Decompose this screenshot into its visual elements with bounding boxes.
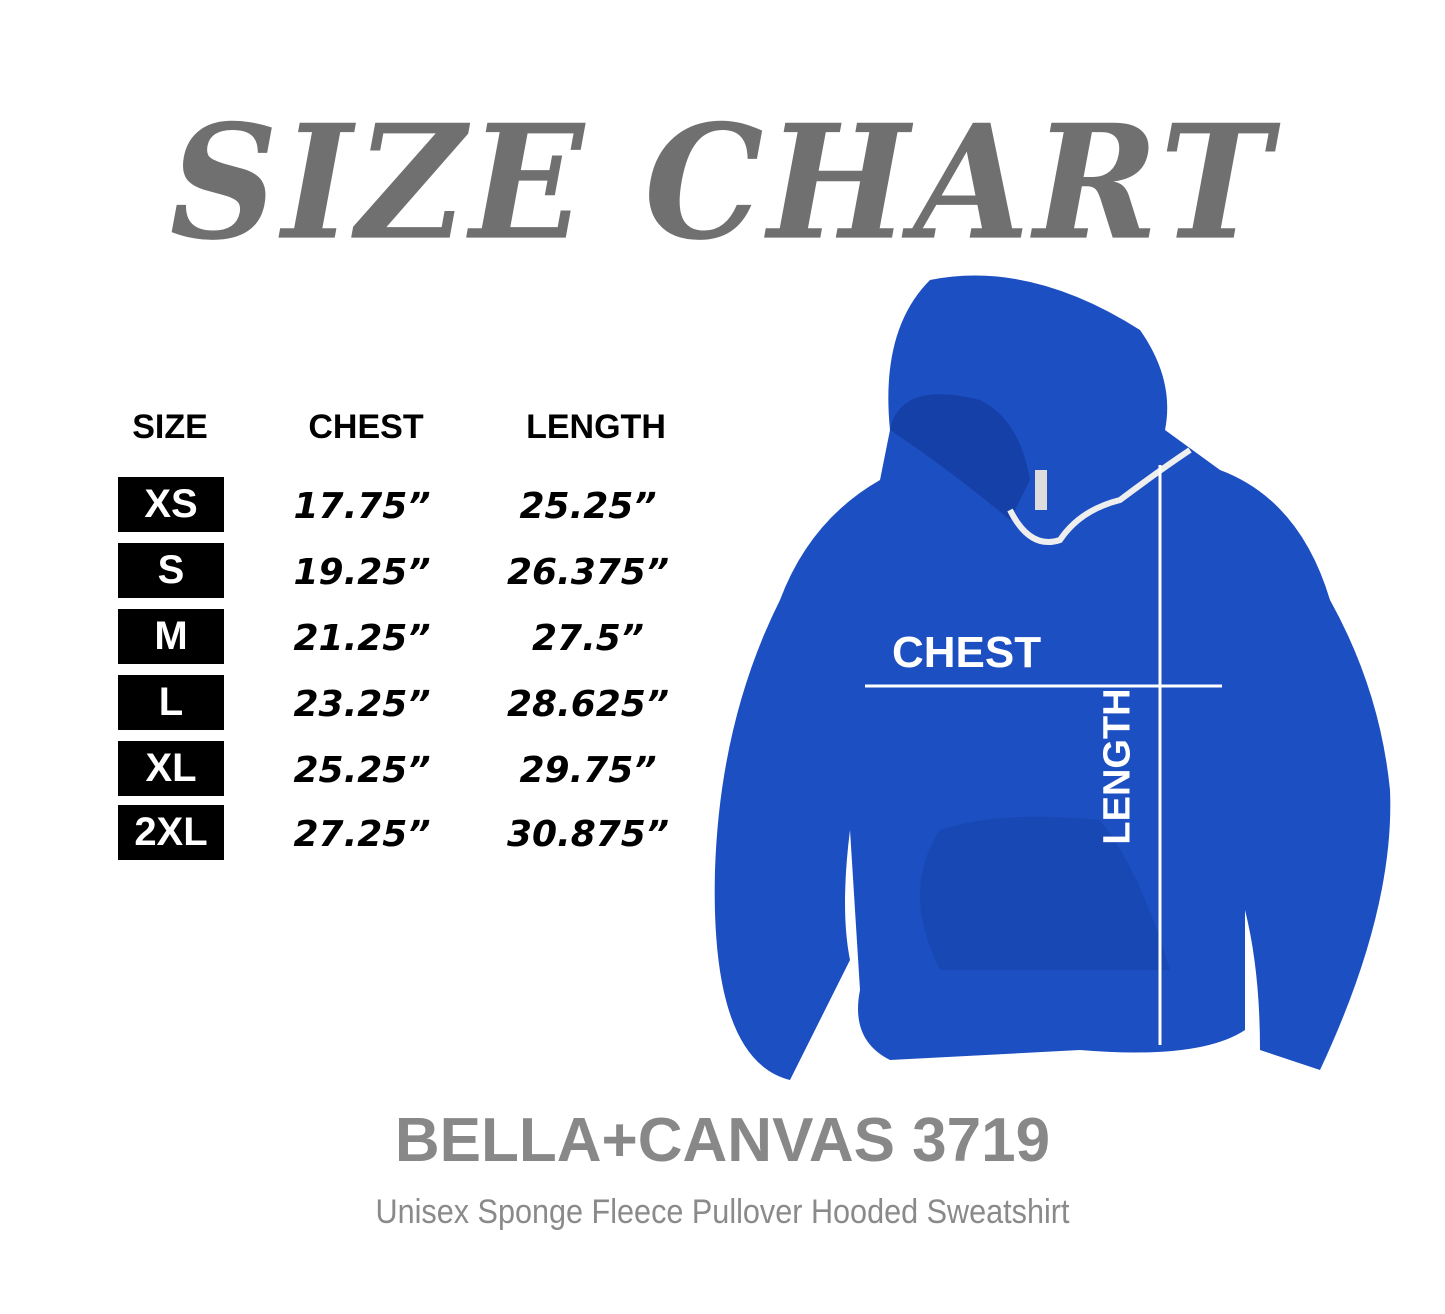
chest-value: 19.25”: [293, 552, 431, 593]
header-chest: CHEST: [308, 408, 424, 446]
chest-value: 25.25”: [293, 750, 431, 791]
size-badge: XL: [118, 741, 224, 796]
chest-label: CHEST: [892, 628, 1042, 677]
length-value: 27.5”: [531, 618, 644, 659]
length-value: 30.875”: [506, 814, 670, 855]
chest-value: 21.25”: [293, 618, 431, 659]
size-badge: 2XL: [118, 805, 224, 860]
length-value: 28.625”: [506, 684, 670, 725]
size-badge: M: [118, 609, 224, 664]
header-length: LENGTH: [526, 408, 666, 446]
chest-value: 17.75”: [293, 486, 431, 527]
length-value: 25.25”: [519, 486, 657, 527]
size-badge: XS: [118, 477, 224, 532]
hoodie-image: [714, 275, 1391, 1080]
length-value: 29.75”: [519, 750, 657, 791]
chest-value: 27.25”: [293, 814, 431, 855]
header-size: SIZE: [132, 408, 208, 446]
hoodie-shape: [714, 275, 1391, 1080]
size-badge: L: [118, 675, 224, 730]
length-label: LENGTH: [1096, 688, 1139, 845]
chest-value: 23.25”: [293, 684, 431, 725]
brand-model: BELLA+CANVAS 3719: [394, 1106, 1051, 1175]
length-value: 26.375”: [506, 552, 670, 593]
page-title: SIZE CHART: [169, 90, 1276, 276]
product-subtitle: Unisex Sponge Fleece Pullover Hooded Swe…: [375, 1193, 1070, 1231]
size-badge: S: [118, 543, 224, 598]
